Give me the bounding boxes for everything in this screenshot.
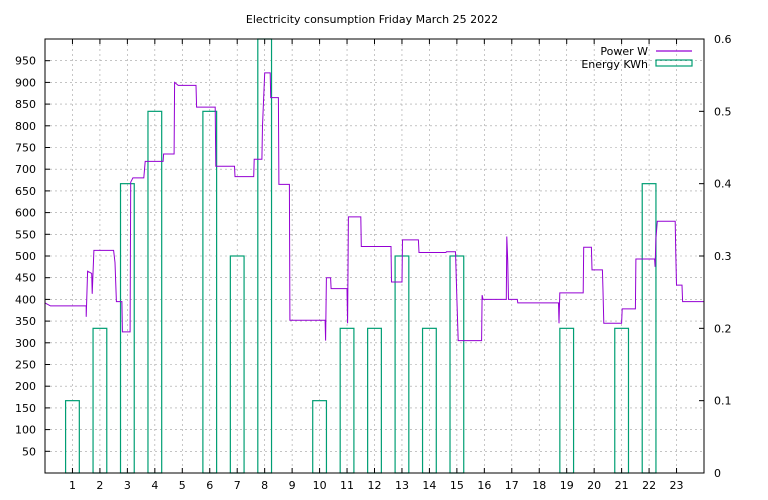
x-tick-label: 22 bbox=[642, 479, 656, 492]
y-tick-label: 400 bbox=[15, 293, 36, 306]
y-tick-label: 650 bbox=[15, 185, 36, 198]
y2-tick-label: 0.5 bbox=[714, 105, 732, 118]
y2-axis-ticks: 0 0.1 0.2 0.3 0.4 0.5 0.6 bbox=[699, 33, 732, 480]
x-tick-label: 2 bbox=[96, 479, 103, 492]
legend-power-label: Power W bbox=[600, 45, 648, 58]
x-tick-label: 8 bbox=[261, 479, 268, 492]
y-tick-label: 150 bbox=[15, 402, 36, 415]
y-tick-label: 500 bbox=[15, 250, 36, 263]
energy-bar bbox=[312, 400, 328, 474]
y2-tick-label: 0.4 bbox=[714, 178, 732, 191]
y2-tick-label: 0.2 bbox=[714, 322, 732, 335]
x-tick-label: 16 bbox=[477, 479, 491, 492]
x-tick-label: 15 bbox=[450, 479, 464, 492]
x-tick-label: 6 bbox=[206, 479, 213, 492]
y-tick-label: 200 bbox=[15, 380, 36, 393]
y-axis-ticks: 50 100 150 200 250 300 350 400 450 500 550 600 650 70… bbox=[15, 55, 50, 458]
x-tick-label: 4 bbox=[151, 479, 158, 492]
x-tick-label: 3 bbox=[124, 479, 131, 492]
x-tick-label: 14 bbox=[422, 479, 436, 492]
y-tick-label: 50 bbox=[22, 445, 36, 458]
x-tick-label: 1 bbox=[69, 479, 76, 492]
y-tick-label: 300 bbox=[15, 337, 36, 350]
x-tick-label: 11 bbox=[340, 479, 354, 492]
x-tick-label: 19 bbox=[560, 479, 574, 492]
x-tick-label: 23 bbox=[670, 479, 684, 492]
x-tick-label: 5 bbox=[179, 479, 186, 492]
power-line bbox=[44, 72, 704, 342]
legend-energy-swatch bbox=[655, 59, 693, 67]
legend-energy-label: Energy KWh bbox=[581, 58, 648, 71]
y-tick-label: 250 bbox=[15, 359, 36, 372]
y2-tick-label: 0.1 bbox=[714, 395, 732, 408]
x-tick-label: 20 bbox=[587, 479, 601, 492]
y-tick-label: 850 bbox=[15, 98, 36, 111]
x-tick-label: 13 bbox=[395, 479, 409, 492]
x-tick-label: 7 bbox=[234, 479, 241, 492]
grid bbox=[45, 39, 704, 473]
x-tick-label: 12 bbox=[368, 479, 382, 492]
power-series-line bbox=[44, 72, 704, 342]
y-tick-label: 600 bbox=[15, 207, 36, 220]
chart-title: Electricity consumption Friday March 25 … bbox=[246, 13, 498, 26]
y-tick-label: 800 bbox=[15, 120, 36, 133]
y2-tick-label: 0.6 bbox=[714, 33, 732, 46]
x-tick-label: 9 bbox=[289, 479, 296, 492]
x-axis-ticks: 1 2 3 4 5 6 7 8 9 10 11 12 13 14 15 16 17 18 19 20 21 22 23 bbox=[69, 39, 684, 492]
y-tick-label: 750 bbox=[15, 142, 36, 155]
x-tick-label: 21 bbox=[615, 479, 629, 492]
x-tick-label: 18 bbox=[532, 479, 546, 492]
y-tick-label: 450 bbox=[15, 272, 36, 285]
legend: Power W Energy KWh bbox=[581, 45, 693, 71]
energy-bar bbox=[64, 400, 80, 474]
y2-tick-label: 0.3 bbox=[714, 250, 732, 263]
y-tick-label: 550 bbox=[15, 228, 36, 241]
x-tick-label: 10 bbox=[313, 479, 327, 492]
y-tick-label: 350 bbox=[15, 315, 36, 328]
y-tick-label: 950 bbox=[15, 55, 36, 68]
y-tick-label: 700 bbox=[15, 163, 36, 176]
y-tick-label: 900 bbox=[15, 76, 36, 89]
y-tick-label: 100 bbox=[15, 424, 36, 437]
y2-tick-label: 0 bbox=[714, 467, 721, 480]
x-tick-label: 17 bbox=[505, 479, 519, 492]
